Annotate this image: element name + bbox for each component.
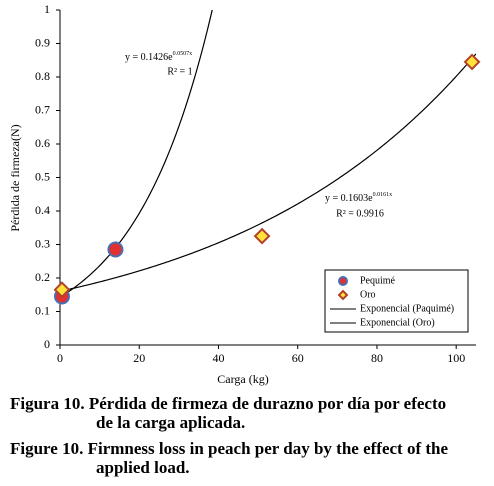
- marker-diamond: [463, 53, 481, 71]
- y-tick-label: 0.1: [35, 303, 50, 317]
- y-tick-label: 0.3: [35, 236, 50, 250]
- legend-label: Exponencial (Paquimé): [360, 303, 454, 314]
- y-tick-label: 0.6: [35, 136, 50, 150]
- legend-marker: [337, 289, 349, 301]
- marker-diamond: [53, 281, 71, 299]
- y-axis-label: Pérdida de firmeza(N): [8, 124, 22, 231]
- marker-diamond: [253, 227, 271, 245]
- y-tick-label: 0.7: [35, 102, 50, 116]
- equation-exponent: 0.0507x: [173, 51, 193, 57]
- legend-marker: [338, 276, 348, 286]
- equation-text: y = 0.1426e: [125, 52, 173, 63]
- y-tick-label: 0.2: [35, 270, 50, 284]
- legend-label: Oro: [360, 289, 376, 300]
- trendlines: [60, 10, 476, 298]
- x-tick-label: 80: [371, 351, 383, 365]
- equation-label: y = 0.1426e0.0507x: [125, 51, 192, 63]
- legend-label: Pequimé: [360, 275, 396, 286]
- x-tick-label: 20: [133, 351, 145, 365]
- y-tick-label: 0.5: [35, 169, 50, 183]
- legend-box: [324, 269, 469, 333]
- caption-line: Figure 10. Firmness loss in peach per da…: [10, 439, 448, 458]
- x-tick-label: 0: [57, 351, 63, 365]
- y-tick-label: 0.9: [35, 35, 50, 49]
- trendline: [60, 10, 213, 298]
- x-tick-label: 60: [292, 351, 304, 365]
- equation-text: y = 0.1603e: [325, 193, 373, 204]
- x-tick-label: 100: [447, 351, 465, 365]
- caption-line: Figura 10. Pérdida de firmeza de durazno…: [10, 394, 446, 413]
- marker-circle: [107, 241, 124, 258]
- equation-exponent: 0.0161x: [373, 192, 393, 198]
- caption-line: de la carga aplicada.: [96, 413, 245, 432]
- equation-label: y = 0.1603e0.0161x: [325, 192, 392, 204]
- y-tick-label: 0.8: [35, 69, 50, 83]
- x-tick-label: 40: [212, 351, 224, 365]
- caption-line: applied load.: [96, 458, 190, 477]
- legend-label: Exponencial (Oro): [360, 317, 435, 328]
- y-tick-label: 0.4: [35, 203, 50, 217]
- r2-label: R² = 1: [167, 66, 192, 77]
- x-axis-label: Carga (kg): [217, 372, 268, 386]
- y-tick-label: 0: [44, 337, 50, 351]
- trendline: [60, 53, 476, 292]
- y-tick-label: 1: [44, 2, 50, 16]
- r2-label: R² = 0.9916: [336, 208, 384, 219]
